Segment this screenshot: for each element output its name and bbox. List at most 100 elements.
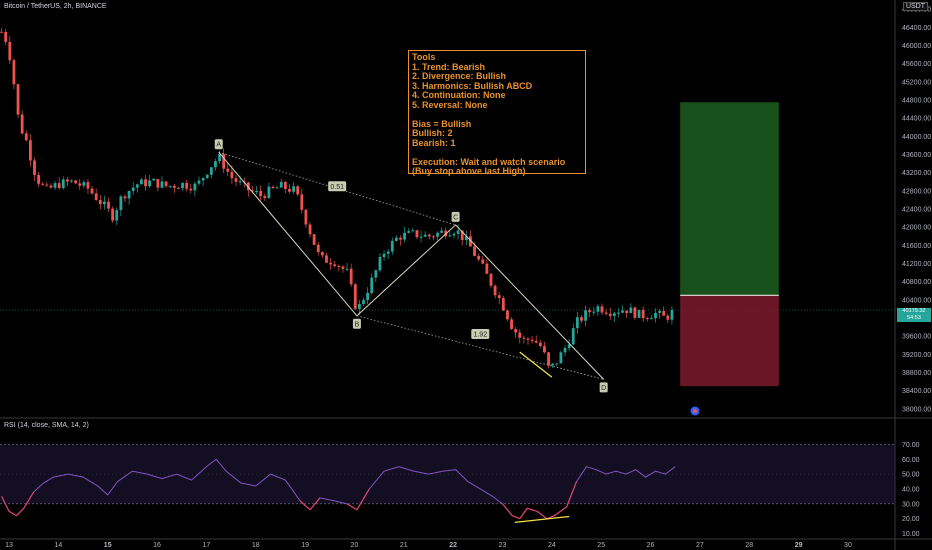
candle-body xyxy=(637,310,641,318)
price-axis[interactable]: 38000.00 38400.00 38800.00 39200.00 39600.00… xyxy=(902,7,931,414)
abcd-pattern[interactable]: A B C D 0.51 1.92 xyxy=(214,139,700,416)
candle-body xyxy=(415,230,419,238)
candle-body xyxy=(612,313,616,316)
note-line: Bias = Bullish xyxy=(412,118,472,129)
note-line: 3. Harmonics: Bullish ABCD xyxy=(412,80,533,91)
price-tick-label: 44400.00 xyxy=(902,116,931,123)
candle-body xyxy=(288,188,291,192)
candle-body xyxy=(65,179,69,182)
candle-body xyxy=(649,318,653,320)
price-tick-label: 42400.00 xyxy=(902,207,931,214)
candle-body xyxy=(70,180,73,182)
rsi-divergence-line xyxy=(514,515,570,524)
price-tick-label: 39600.00 xyxy=(902,334,931,341)
candle-body xyxy=(575,317,579,329)
candle-body xyxy=(140,179,143,185)
candle-body xyxy=(432,236,435,238)
candle-body xyxy=(407,231,411,233)
candle-body xyxy=(374,270,378,278)
candle-body xyxy=(349,268,353,285)
rsi-oversold-segment xyxy=(23,491,35,509)
candle-body xyxy=(538,342,542,347)
candle-body xyxy=(357,303,361,309)
candle-body xyxy=(74,180,78,184)
candle-body xyxy=(633,307,637,318)
candle-body xyxy=(131,187,135,191)
price-tick-label: 45200.00 xyxy=(902,79,931,86)
candle-body xyxy=(333,264,337,266)
candle-body xyxy=(629,307,633,313)
pattern-point-label: C xyxy=(453,214,458,221)
bar-countdown: 54:53 xyxy=(907,315,921,321)
note-line: 2. Divergence: Bullish xyxy=(412,71,507,81)
time-tick-label: 17 xyxy=(203,542,211,549)
pattern-point-badge xyxy=(599,382,608,393)
rsi-oversold-segment xyxy=(299,500,311,511)
rsi-axis[interactable]: 10.00 20.00 30.00 40.00 50.00 60.00 70.00 xyxy=(902,442,920,538)
rsi-indicator-label[interactable]: RSI (14, close, SMA, 14, 2) xyxy=(4,422,89,429)
time-tick-label: 25 xyxy=(597,542,605,549)
candle-body xyxy=(460,230,464,241)
candle-body xyxy=(271,186,275,188)
ratio-label: 1.92 xyxy=(473,331,487,338)
candle-body xyxy=(493,285,497,296)
candle-body xyxy=(370,277,374,293)
candle-body xyxy=(608,313,612,316)
analysis-note[interactable]: Tools 1. Trend: Bearish 2. Divergence: B… xyxy=(408,50,586,176)
rsi-tick-label: 70.00 xyxy=(902,442,920,449)
candle-body xyxy=(366,292,370,301)
note-line: (Buy stop above last High) xyxy=(412,166,526,176)
note-line: 4. Continuation: None xyxy=(412,90,506,100)
rsi-oversold-segment xyxy=(519,507,528,520)
candle-body xyxy=(181,182,184,189)
candle-body xyxy=(382,253,386,258)
time-tick-label: 20 xyxy=(351,542,359,549)
candle-body xyxy=(547,352,550,366)
rsi-oversold-segment xyxy=(512,515,520,520)
rsi-tick-label: 50.00 xyxy=(902,472,920,479)
price-tick-label: 38000.00 xyxy=(902,406,931,413)
candle-body xyxy=(501,298,505,311)
symbol-title: Bitcoin / TetherUS, 2h, BINANCE xyxy=(4,3,107,10)
candle-body xyxy=(24,133,28,141)
last-price-value: 40179.32 xyxy=(902,308,926,314)
candle-body xyxy=(329,262,332,265)
candle-body xyxy=(255,190,258,192)
candle-body xyxy=(320,252,324,256)
profit-zone xyxy=(680,102,779,296)
candle-body xyxy=(78,183,82,186)
candle-body xyxy=(489,273,493,286)
candle-body xyxy=(8,41,12,61)
candle-body xyxy=(604,312,608,314)
candle-body xyxy=(497,295,501,299)
candle-body xyxy=(119,196,123,211)
price-tick-label: 42800.00 xyxy=(902,188,931,195)
time-tick-label: 13 xyxy=(5,542,13,549)
candle-body xyxy=(94,193,98,201)
rsi-oversold-segment xyxy=(346,503,358,511)
pattern-point-badge xyxy=(214,139,223,150)
rsi-pane xyxy=(0,444,895,524)
rsi-oversold-segment xyxy=(356,488,370,511)
candle-body xyxy=(399,237,402,240)
candle-body xyxy=(563,347,567,353)
candle-body xyxy=(90,188,94,194)
candle-body xyxy=(86,182,90,189)
candle-body xyxy=(567,344,571,348)
long-position-tool[interactable] xyxy=(680,102,779,387)
time-axis[interactable]: 13 14 15 16 17 18 19 20 21 22 23 24 25 26 27 28 29 30 xyxy=(5,542,852,549)
candle-body xyxy=(28,140,32,161)
candle-body xyxy=(448,235,452,237)
candle-body xyxy=(209,167,213,175)
candle-body xyxy=(518,332,522,338)
candle-body xyxy=(353,284,357,309)
currency-label[interactable]: USDT xyxy=(902,2,928,11)
time-tick-label: 26 xyxy=(647,542,655,549)
pattern-point-badge xyxy=(352,318,361,329)
candle-body xyxy=(230,171,234,179)
price-tick-label: 46000.00 xyxy=(902,43,931,50)
candle-body xyxy=(530,339,534,341)
candle-body xyxy=(185,182,189,189)
